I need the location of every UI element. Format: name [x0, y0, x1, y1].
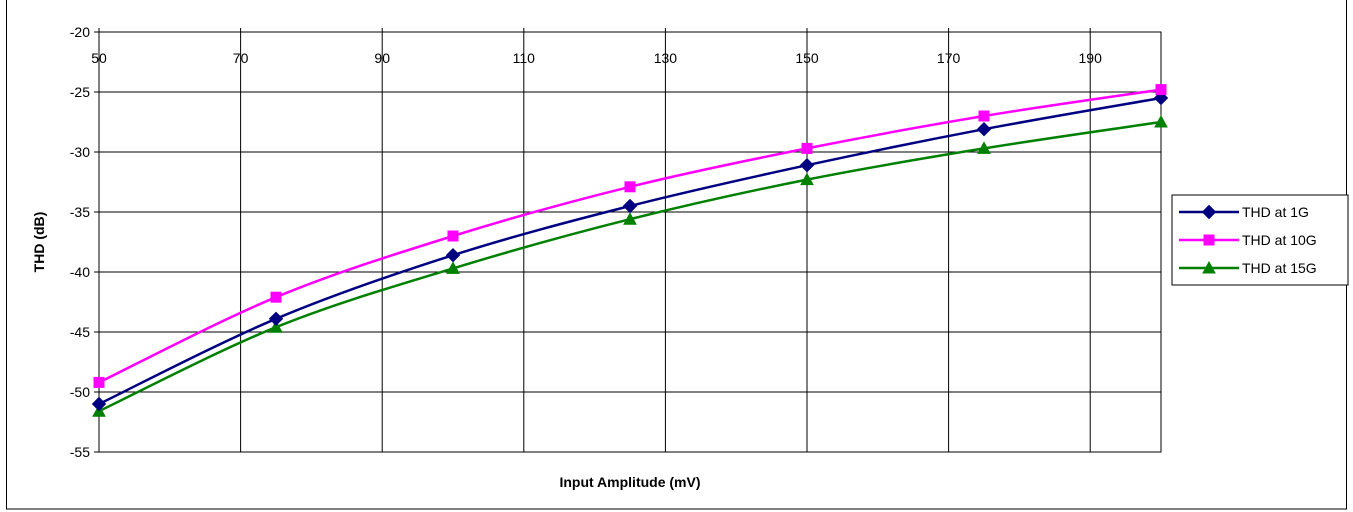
- data-point: [1154, 114, 1168, 128]
- x-tick-label: 70: [233, 50, 249, 66]
- y-tick-label: -45: [70, 324, 90, 340]
- x-axis-title: Input Amplitude (mV): [559, 474, 700, 490]
- y-axis-ticks: -20 -25 -30 -35 -40 -45 -50 -55: [70, 24, 99, 460]
- legend-item: THD at 10G: [1179, 232, 1317, 248]
- data-point: [268, 311, 284, 327]
- data-point: [1155, 84, 1167, 96]
- x-tick-label: 50: [91, 50, 107, 66]
- data-point: [269, 320, 283, 333]
- y-tick-label: -25: [70, 84, 90, 100]
- x-tick-label: 90: [374, 50, 390, 66]
- outer-border: [6, 0, 1347, 510]
- y-tick-label: -55: [70, 444, 90, 460]
- legend: THD at 1G THD at 10G THD at 15G: [1171, 194, 1349, 286]
- data-point: [270, 291, 282, 303]
- data-point: [445, 247, 461, 263]
- data-point: [91, 396, 107, 412]
- data-point: [93, 376, 105, 388]
- legend-swatch-marker: [1202, 260, 1216, 274]
- legend-item: THD at 1G: [1179, 204, 1309, 220]
- data-point: [800, 172, 814, 186]
- data-point: [447, 230, 459, 242]
- y-tick-label: -50: [70, 384, 90, 400]
- series-2: [93, 84, 1167, 388]
- y-tick-label: -40: [70, 264, 90, 280]
- data-point: [976, 121, 992, 137]
- x-tick-label: 170: [937, 50, 961, 66]
- legend-label: THD at 10G: [1242, 232, 1317, 248]
- data-point: [622, 198, 638, 214]
- x-axis-ticks: 50 70 90 110 130 150 170 190: [91, 28, 1102, 66]
- legend-label: THD at 15G: [1242, 260, 1317, 276]
- y-tick-label: -20: [70, 24, 90, 40]
- data-point: [446, 261, 460, 274]
- x-tick-label: 190: [1079, 50, 1103, 66]
- legend-item: THD at 15G: [1179, 260, 1317, 276]
- x-tick-label: 110: [513, 50, 536, 66]
- data-point: [623, 212, 637, 225]
- series-lines: [91, 84, 1169, 417]
- x-tick-label: 130: [654, 50, 678, 66]
- y-tick-label: -35: [70, 204, 90, 220]
- data-point: [801, 142, 813, 154]
- x-tick-label: 150: [795, 50, 819, 66]
- legend-swatch-marker: [1201, 204, 1217, 220]
- plot-area-frame: [98, 31, 1162, 453]
- data-point: [799, 157, 815, 173]
- data-point: [978, 110, 990, 122]
- data-point: [624, 181, 636, 193]
- legend-label: THD at 1G: [1242, 204, 1309, 220]
- y-tick-label: -30: [70, 144, 90, 160]
- y-axis-title: THD (dB): [31, 212, 47, 273]
- legend-swatch-marker: [1203, 234, 1215, 246]
- data-point: [977, 141, 991, 154]
